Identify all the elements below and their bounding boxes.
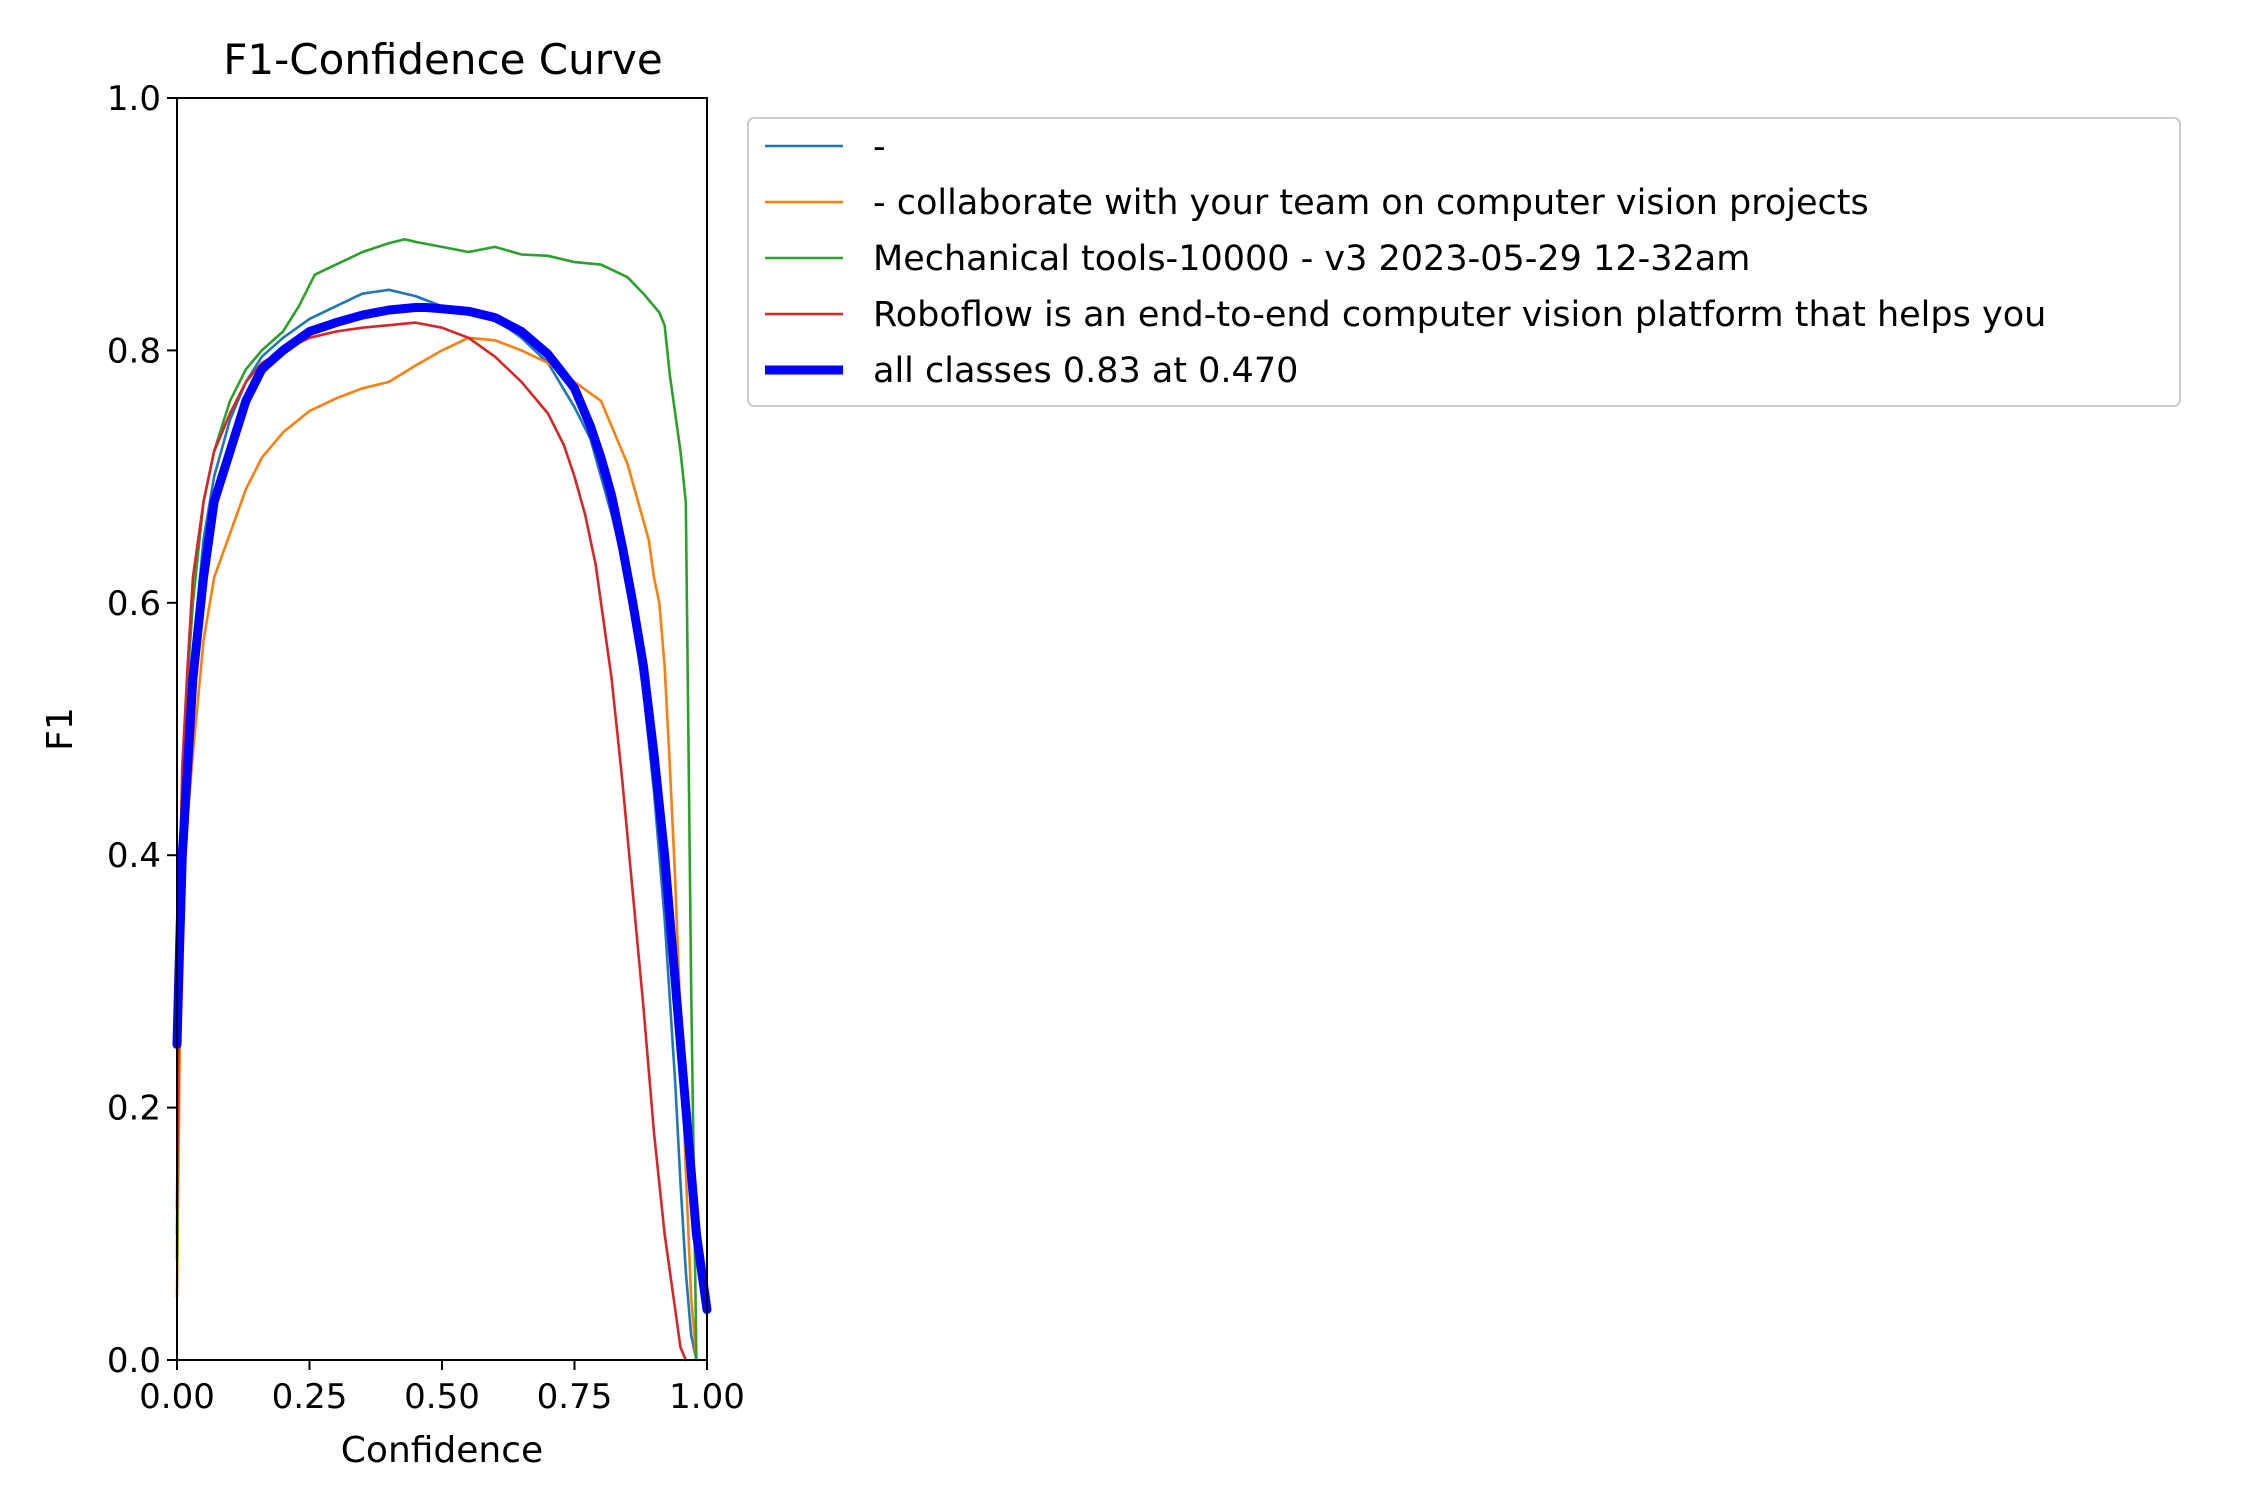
y-axis-ticks: 0.0 0.2 0.4 0.6 0.8 1.0 (107, 79, 177, 1381)
chart-title: F1-Confidence Curve (223, 35, 662, 84)
series-line-3 (175, 321, 688, 1362)
series-line-4 (172, 303, 712, 1314)
y-tick-label: 1.0 (107, 79, 161, 119)
legend: - - collaborate with your team on compute… (747, 117, 2181, 407)
x-axis-label: Confidence (341, 1430, 543, 1471)
y-tick-label: 0.4 (107, 836, 161, 876)
legend-label-2: Mechanical tools-10000 - v3 2023-05-29 1… (873, 239, 1750, 279)
x-tick-label: 0.00 (139, 1377, 215, 1417)
series-line-1 (175, 336, 698, 1362)
x-tick-label: 0.50 (404, 1377, 480, 1417)
legend-items: - - collaborate with your team on compute… (765, 127, 2046, 391)
legend-label-4: all classes 0.83 at 0.470 (873, 351, 1298, 391)
plot-lines (172, 238, 712, 1362)
legend-frame (747, 117, 2181, 407)
legend-label-3: Roboflow is an end-to-end computer visio… (873, 295, 2046, 335)
legend-label-1: - collaborate with your team on computer… (873, 183, 1869, 223)
y-axis-label: F1 (40, 707, 81, 751)
x-tick-label: 0.75 (537, 1377, 613, 1417)
y-tick-label: 0.0 (107, 1341, 161, 1381)
x-axis-ticks: 0.00 0.25 0.50 0.75 1.00 (139, 1360, 745, 1417)
legend-label-0: - (873, 127, 886, 167)
x-tick-label: 1.00 (669, 1377, 745, 1417)
y-tick-label: 0.2 (107, 1089, 161, 1129)
y-tick-label: 0.8 (107, 331, 161, 371)
y-tick-label: 0.6 (107, 584, 161, 624)
x-tick-label: 0.25 (272, 1377, 348, 1417)
